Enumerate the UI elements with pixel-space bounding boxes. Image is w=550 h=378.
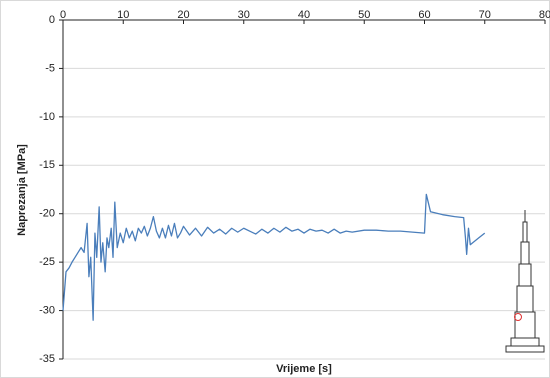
y-tick-label: -5 xyxy=(45,62,55,74)
x-tick-label: 10 xyxy=(117,9,129,21)
x-tick-label: 50 xyxy=(358,9,370,21)
y-tick-label: -35 xyxy=(39,353,55,365)
x-tick-label: 80 xyxy=(539,9,550,21)
y-tick-label: -10 xyxy=(39,111,55,123)
x-axis-label: Vrijeme [s] xyxy=(276,363,332,375)
data-line xyxy=(62,193,486,321)
x-tick-label: 70 xyxy=(479,9,491,21)
plot-area: 0 -5 -10 -15 -20 -25 -30 -35 0 10 20 30 40 50 60 70 80 xyxy=(39,9,550,365)
x-tick-label: 60 xyxy=(418,9,430,21)
x-tick-label: 40 xyxy=(298,9,310,21)
y-tick-label: -30 xyxy=(39,304,55,316)
x-tick-label: 30 xyxy=(238,9,250,21)
x-tick-label: 20 xyxy=(177,9,189,21)
y-tick-label: -20 xyxy=(39,208,55,220)
y-tick-label: 0 xyxy=(49,14,55,26)
y-tick-label: -15 xyxy=(39,159,55,171)
y-axis-label: Naprezanja [MPa] xyxy=(16,144,28,236)
y-tick-label: -25 xyxy=(39,256,55,268)
tower-icon xyxy=(505,210,545,353)
x-tick-label: 0 xyxy=(60,9,66,21)
